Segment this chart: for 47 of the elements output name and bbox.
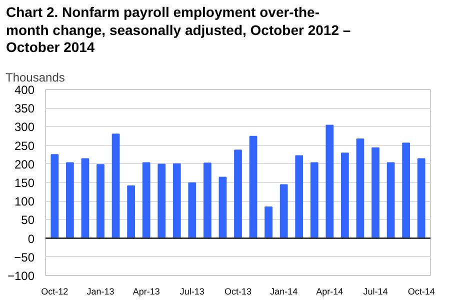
- y-tick-label: 250: [14, 138, 35, 153]
- x-tick-label: Apr-13: [132, 286, 160, 296]
- bar: [81, 158, 90, 239]
- y-tick-label: 150: [14, 176, 35, 190]
- chart-title: Chart 2. Nonfarm payroll employment over-the-month change, seasonally adjusted, October 2012 – October 2014: [6, 4, 351, 56]
- y-tick-label: 300: [14, 120, 35, 134]
- bar: [188, 182, 196, 239]
- x-tick-label: Oct-14: [408, 286, 435, 296]
- y-tick-label: 400: [14, 83, 35, 97]
- y-tick-label: 200: [14, 157, 35, 172]
- bar: [218, 176, 227, 239]
- bar: [204, 162, 212, 239]
- x-tick-label: Oct-12: [41, 286, 68, 296]
- bar: [264, 206, 272, 239]
- bar: [234, 150, 242, 239]
- y-axis-title: Thousands: [6, 70, 65, 84]
- bar: [386, 162, 395, 239]
- y-tick-label: −50: [14, 250, 35, 264]
- bar: [402, 142, 410, 239]
- x-tick-label: Jan-14: [270, 286, 298, 296]
- x-tick-label: Apr-14: [316, 286, 344, 296]
- y-tick-label: 0: [28, 232, 35, 246]
- bar: [295, 155, 304, 239]
- bar: [417, 158, 426, 239]
- y-tick-label: 50: [21, 213, 35, 228]
- bar: [172, 163, 181, 239]
- y-tick-label: −100: [7, 269, 35, 283]
- bar: [96, 164, 104, 239]
- bar: [50, 154, 59, 239]
- bar: [112, 134, 120, 239]
- bar: [249, 136, 258, 239]
- bar: [158, 164, 166, 239]
- bar: [310, 162, 318, 239]
- x-tick-label: Jul-13: [180, 286, 204, 296]
- x-tick-label: Oct-13: [224, 286, 252, 296]
- bar: [356, 138, 364, 239]
- y-tick-label: 350: [14, 102, 35, 116]
- bar: [66, 162, 74, 239]
- bar: [326, 124, 334, 239]
- bar: [280, 184, 288, 239]
- x-tick-label: Jan-13: [86, 286, 114, 296]
- bar: [372, 147, 380, 239]
- x-tick-label: Jul-14: [363, 286, 388, 296]
- bar: [341, 152, 349, 239]
- y-tick-label: 100: [14, 194, 35, 209]
- bar: [142, 162, 150, 239]
- bar: [127, 185, 135, 239]
